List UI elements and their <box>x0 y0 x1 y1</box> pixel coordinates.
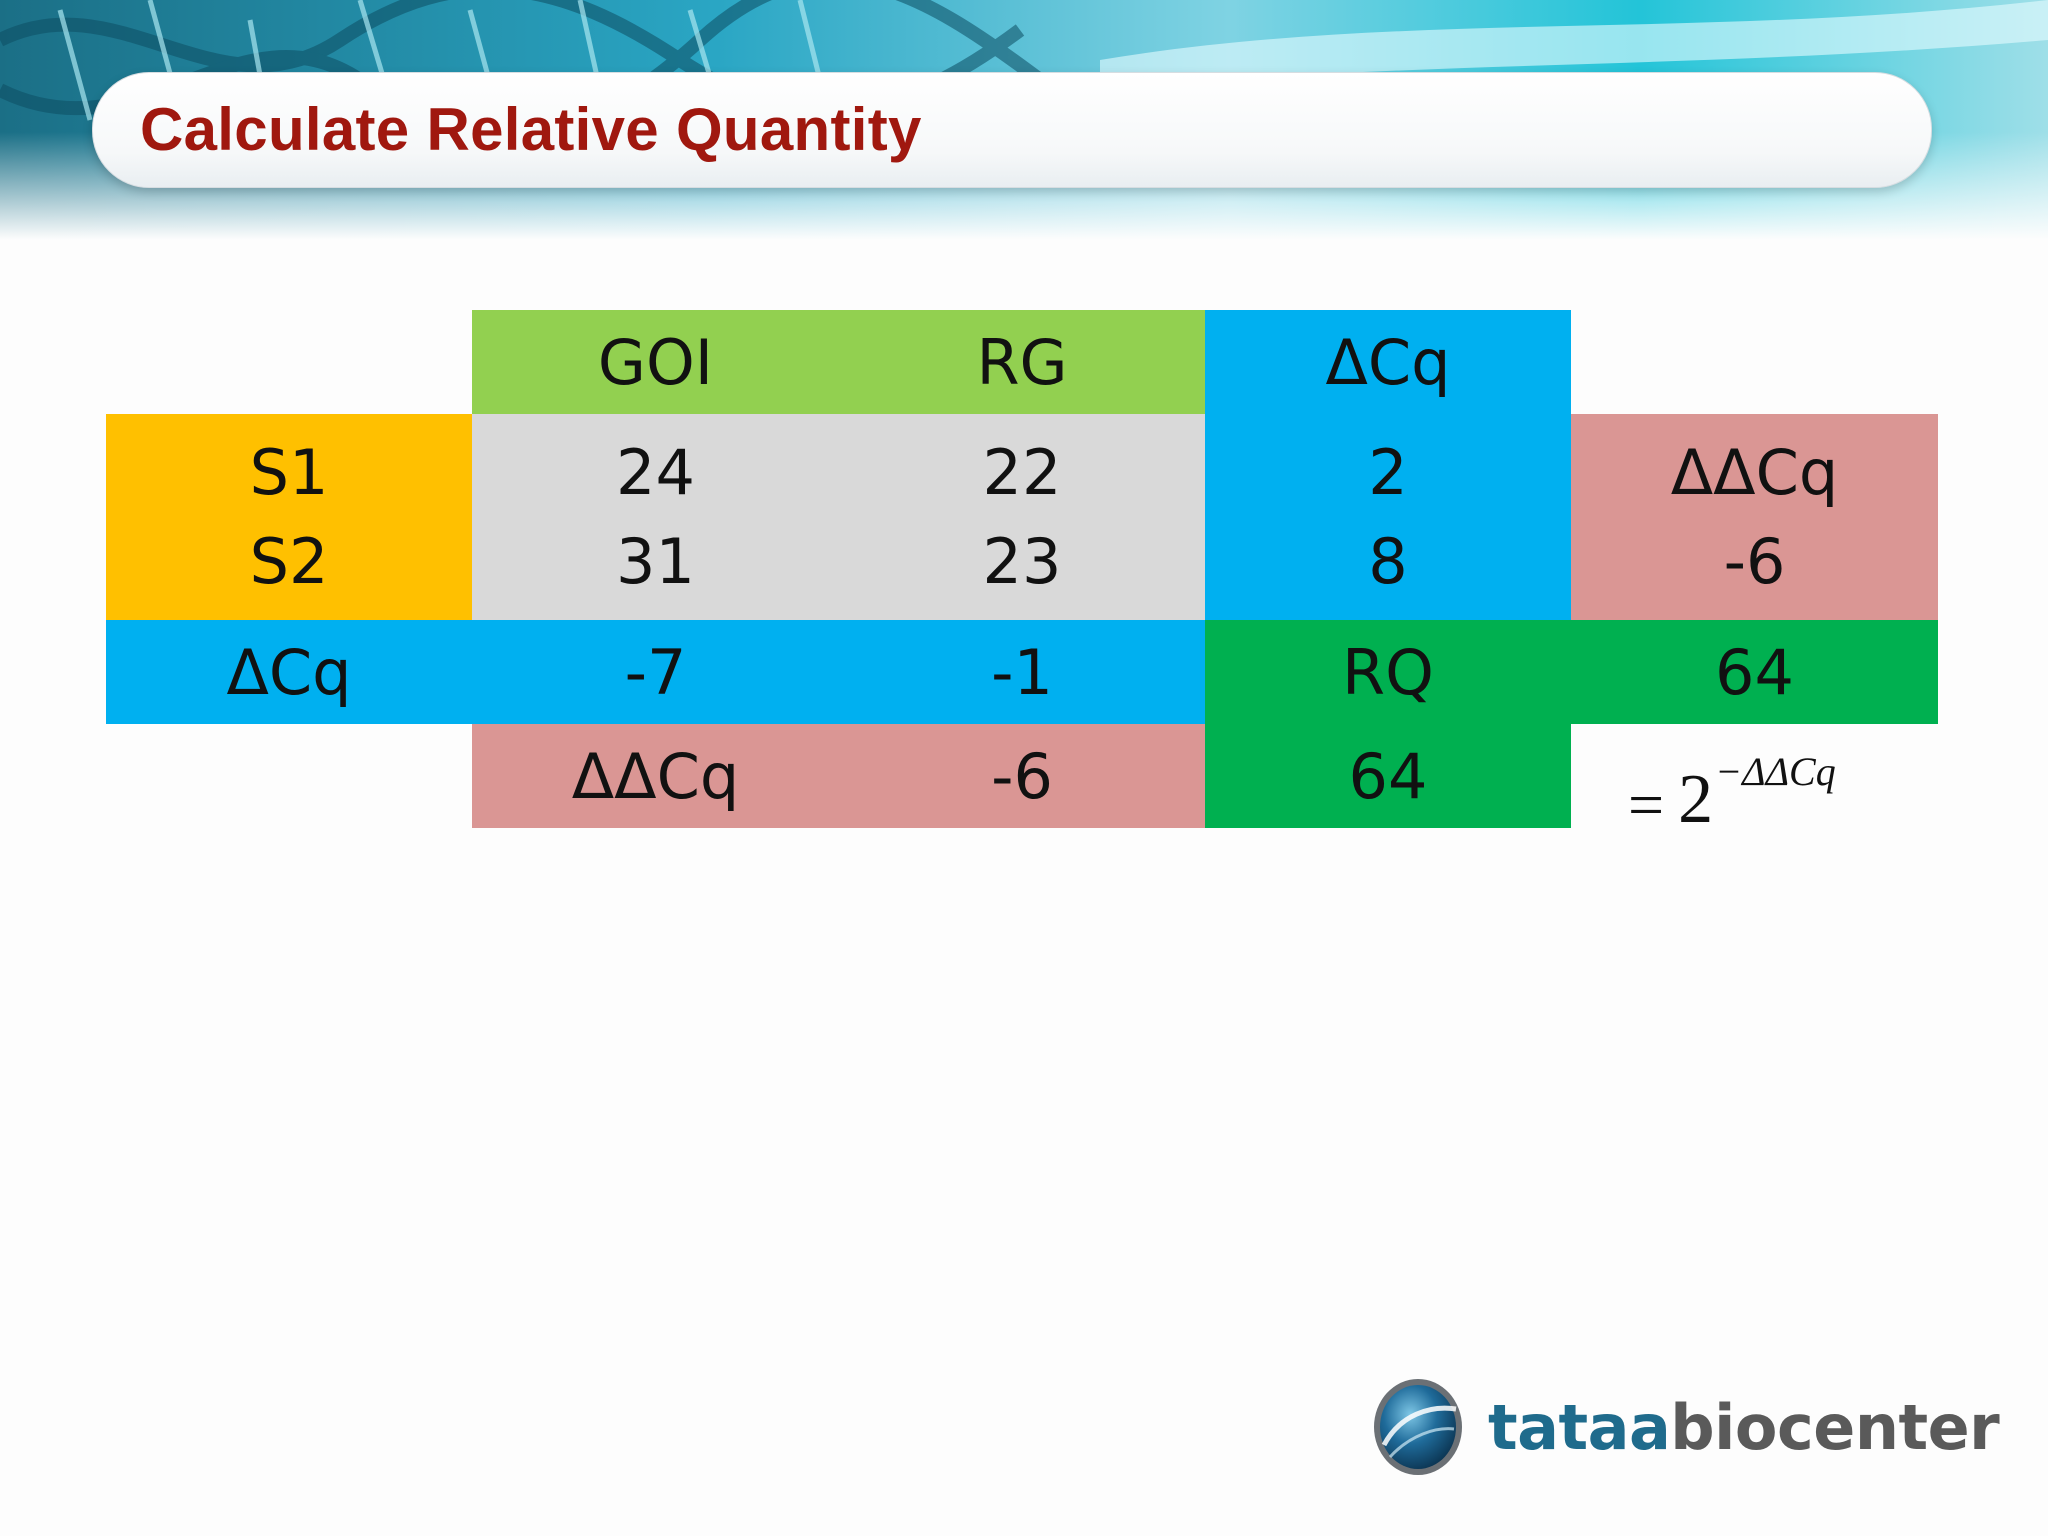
rq-value: 64 <box>1715 635 1794 709</box>
s1-rg-value: 22 <box>982 436 1062 509</box>
goi-values: 24 31 <box>472 414 839 620</box>
delta-cq-goi: -7 <box>472 620 839 724</box>
rq-formula: = 2 −ΔΔCq <box>1628 748 1836 840</box>
delta-delta-cq-value-bottom: -6 <box>991 739 1053 813</box>
sample-s2-label: S2 <box>249 525 329 598</box>
formula-exponent: −ΔΔCq <box>1715 749 1836 794</box>
formula-base: 2 <box>1678 761 1714 838</box>
rq-value-bottom: 64 <box>1348 739 1428 813</box>
delta-delta-cq-label-bottom: ΔΔCq <box>571 739 740 813</box>
delta-cq-values: 2 8 <box>1205 414 1571 620</box>
header-rg-label: RG <box>976 325 1068 399</box>
logo-text-tataa: tataa <box>1488 1390 1671 1464</box>
sample-labels: S1 S2 <box>106 414 472 620</box>
globe-icon <box>1374 1379 1462 1475</box>
logo-wordmark: tataabiocenter <box>1488 1390 2000 1464</box>
delta-cq-rg: -1 <box>839 620 1205 724</box>
header-rg: RG <box>839 310 1205 414</box>
s2-delta-cq-value: 8 <box>1368 525 1408 598</box>
tataa-biocenter-logo: tataabiocenter <box>1370 1372 2000 1482</box>
rq-value-cell: 64 <box>1571 620 1938 724</box>
rq-label: RQ <box>1342 635 1434 709</box>
slide-title: Calculate Relative Quantity <box>140 96 922 163</box>
sample-s1-label: S1 <box>249 436 329 509</box>
s1-goi-value: 24 <box>616 436 695 509</box>
delta-delta-cq-label-right: ΔΔCq <box>1670 436 1839 509</box>
header-delta-cq: ΔCq <box>1205 310 1571 414</box>
s1-delta-cq-value: 2 <box>1368 436 1408 509</box>
s2-goi-value: 31 <box>616 525 695 598</box>
formula-equals: = <box>1628 769 1665 840</box>
logo-text-biocenter: biocenter <box>1670 1390 2000 1464</box>
header-goi-label: GOI <box>597 325 714 399</box>
header-goi: GOI <box>472 310 839 414</box>
rg-values: 22 23 <box>839 414 1205 620</box>
delta-delta-cq-bottom-label: ΔΔCq <box>472 724 839 828</box>
delta-cq-goi-value: -7 <box>624 635 687 709</box>
rq-bottom-value: 64 <box>1205 724 1571 828</box>
delta-cq-row-label: ΔCq <box>106 620 472 724</box>
s2-rg-value: 23 <box>982 525 1062 598</box>
rq-label-cell: RQ <box>1205 620 1571 724</box>
delta-delta-cq-bottom-value: -6 <box>839 724 1205 828</box>
delta-delta-cq-block: ΔΔCq -6 <box>1571 414 1938 620</box>
delta-delta-cq-value-right: -6 <box>1723 525 1786 598</box>
delta-cq-row-label-text: ΔCq <box>226 635 352 709</box>
delta-cq-rg-value: -1 <box>991 635 1053 709</box>
header-delta-cq-label: ΔCq <box>1325 325 1451 399</box>
title-bar <box>92 72 1932 188</box>
